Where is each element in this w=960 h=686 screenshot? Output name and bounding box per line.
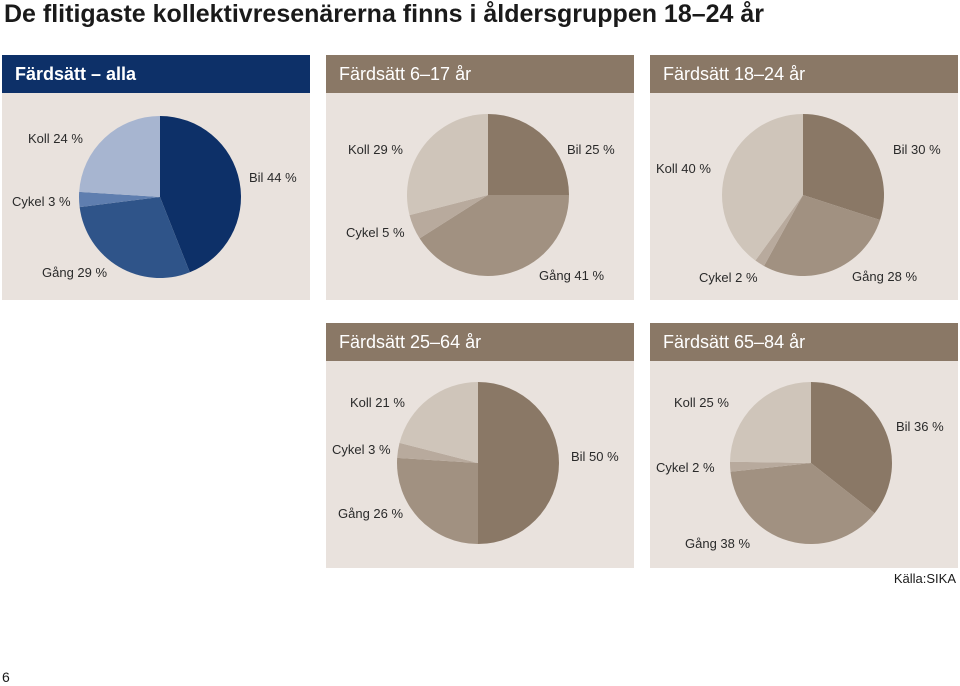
pie-slice-gang <box>79 197 190 278</box>
slice-label-koll: Koll 40 % <box>656 161 711 176</box>
page-number: 6 <box>2 669 10 685</box>
slice-label-gang: Gång 26 % <box>338 506 404 521</box>
pie-slice-cykel <box>755 195 803 266</box>
slice-label-koll: Koll 29 % <box>348 142 403 157</box>
slice-label-koll: Koll 24 % <box>28 131 83 146</box>
pie-slice-koll <box>406 114 488 216</box>
slice-label-cykel: Cykel 5 % <box>346 225 405 240</box>
slice-label-koll: Koll 25 % <box>674 395 729 410</box>
pie-panel-18-24: Färdsätt 18–24 år Koll 40 % Bil 30 % Cyk… <box>650 55 958 300</box>
pie-slice-koll <box>79 116 160 197</box>
page-title: De flitigaste kollektivresenärerna finns… <box>4 0 765 28</box>
slice-label-cykel: Cykel 2 % <box>656 460 715 475</box>
pie-slice-cykel <box>409 195 488 239</box>
pie-slice-bil <box>811 382 892 514</box>
pie-slice-bil <box>488 114 569 195</box>
pie-panel-25-64: Färdsätt 25–64 år Koll 21 % Cykel 3 % Bi… <box>326 323 634 568</box>
slice-label-bil: Bil 25 % <box>567 142 615 157</box>
panel-title: Färdsätt 18–24 år <box>650 55 958 93</box>
slice-label-gang: Gång 41 % <box>539 268 605 283</box>
pie-slice-gang <box>396 457 478 544</box>
slice-label-gang: Gång 38 % <box>685 536 751 551</box>
pie-chart <box>79 116 241 278</box>
slice-label-cykel: Cykel 3 % <box>12 194 71 209</box>
pie-panel-65-84: Färdsätt 65–84 år Koll 25 % Bil 36 % Cyk… <box>650 323 958 568</box>
pie-slice-cykel <box>730 461 811 472</box>
panel-title: Färdsätt – alla <box>2 55 310 93</box>
slice-label-cykel: Cykel 3 % <box>332 442 391 457</box>
pie-slice-cykel <box>397 442 478 463</box>
source-note: Källa:SIKA <box>893 571 956 586</box>
panel-title: Färdsätt 25–64 år <box>326 323 634 361</box>
slice-label-gang: Gång 28 % <box>852 269 918 284</box>
pie-panel-alla: Färdsätt – alla Koll 24 % Bil 44 % Cykel… <box>2 55 310 300</box>
pie-slice-bil <box>160 116 241 273</box>
pie-slice-koll <box>399 382 478 463</box>
slice-label-bil: Bil 44 % <box>249 170 297 185</box>
pie-slice-cykel <box>79 191 160 208</box>
slice-label-gang: Gång 29 % <box>42 265 108 280</box>
pie-panel-6-17: Färdsätt 6–17 år Koll 29 % Bil 25 % Cyke… <box>326 55 634 300</box>
pie-chart <box>730 382 892 544</box>
pie-chart <box>406 114 569 276</box>
slice-label-bil: Bil 30 % <box>893 142 941 157</box>
pie-slice-gang <box>419 195 569 276</box>
slice-label-cykel: Cykel 2 % <box>699 270 758 285</box>
slice-label-koll: Koll 21 % <box>350 395 405 410</box>
panel-title: Färdsätt 65–84 år <box>650 323 958 361</box>
pie-slice-bil <box>478 382 559 544</box>
pie-chart <box>722 114 885 277</box>
pie-slice-koll <box>722 114 803 261</box>
pie-slice-bil <box>803 114 885 221</box>
slice-label-bil: Bil 36 % <box>896 419 944 434</box>
pie-slice-gang <box>763 195 881 277</box>
pie-chart <box>396 382 559 544</box>
pie-slice-koll <box>730 382 811 463</box>
pie-slice-gang <box>730 463 875 544</box>
panel-title: Färdsätt 6–17 år <box>326 55 634 93</box>
slice-label-bil: Bil 50 % <box>571 449 619 464</box>
